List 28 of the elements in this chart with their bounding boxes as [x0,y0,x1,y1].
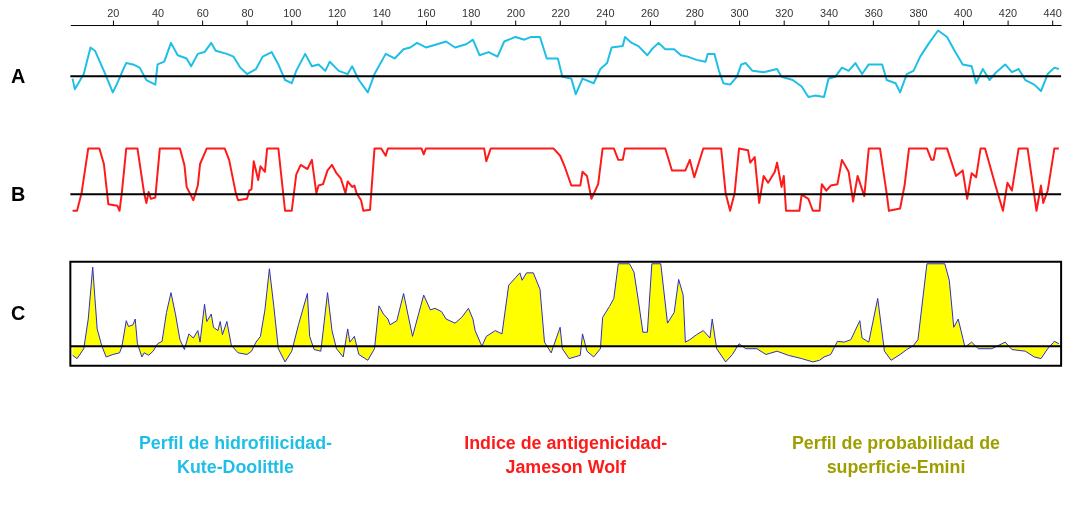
x-tick-label: 240 [596,6,615,19]
x-tick-label: 140 [372,6,391,19]
x-tick-label: 440 [1043,6,1062,19]
x-tick-label: 380 [909,6,928,19]
x-tick-label: 200 [506,6,525,19]
x-tick-label: 120 [327,6,347,19]
x-tick-label: 320 [775,6,794,19]
x-tick-label: 400 [954,6,973,19]
x-tick-label: 340 [819,6,839,19]
text: Perfil de probabilidad de superficie-Emini [791,433,1001,477]
x-tick-label: 100 [283,6,302,19]
x-tick-label: 260 [641,6,660,19]
text: C [11,301,26,324]
x-tick-label: 80 [241,6,254,19]
x-tick-label: 160 [417,6,436,19]
x-tick-label: 180 [462,6,481,19]
x-tick-label: 20 [107,6,120,19]
x-tick-label: 300 [730,6,749,19]
x-tick-label: 420 [998,6,1018,19]
x-tick-label: 60 [196,6,209,19]
text: B [11,182,26,205]
x-tick-label: 280 [685,6,704,19]
text: A [11,64,26,87]
x-tick-label: 360 [864,6,883,19]
text: Perfil de hidrofilicidad- Kute-Doolittle [138,433,333,477]
x-tick-label: 40 [152,6,165,19]
x-tick-label: 220 [551,6,570,19]
text: Indice de antigenicidad- Jameson Wolf [464,433,668,477]
